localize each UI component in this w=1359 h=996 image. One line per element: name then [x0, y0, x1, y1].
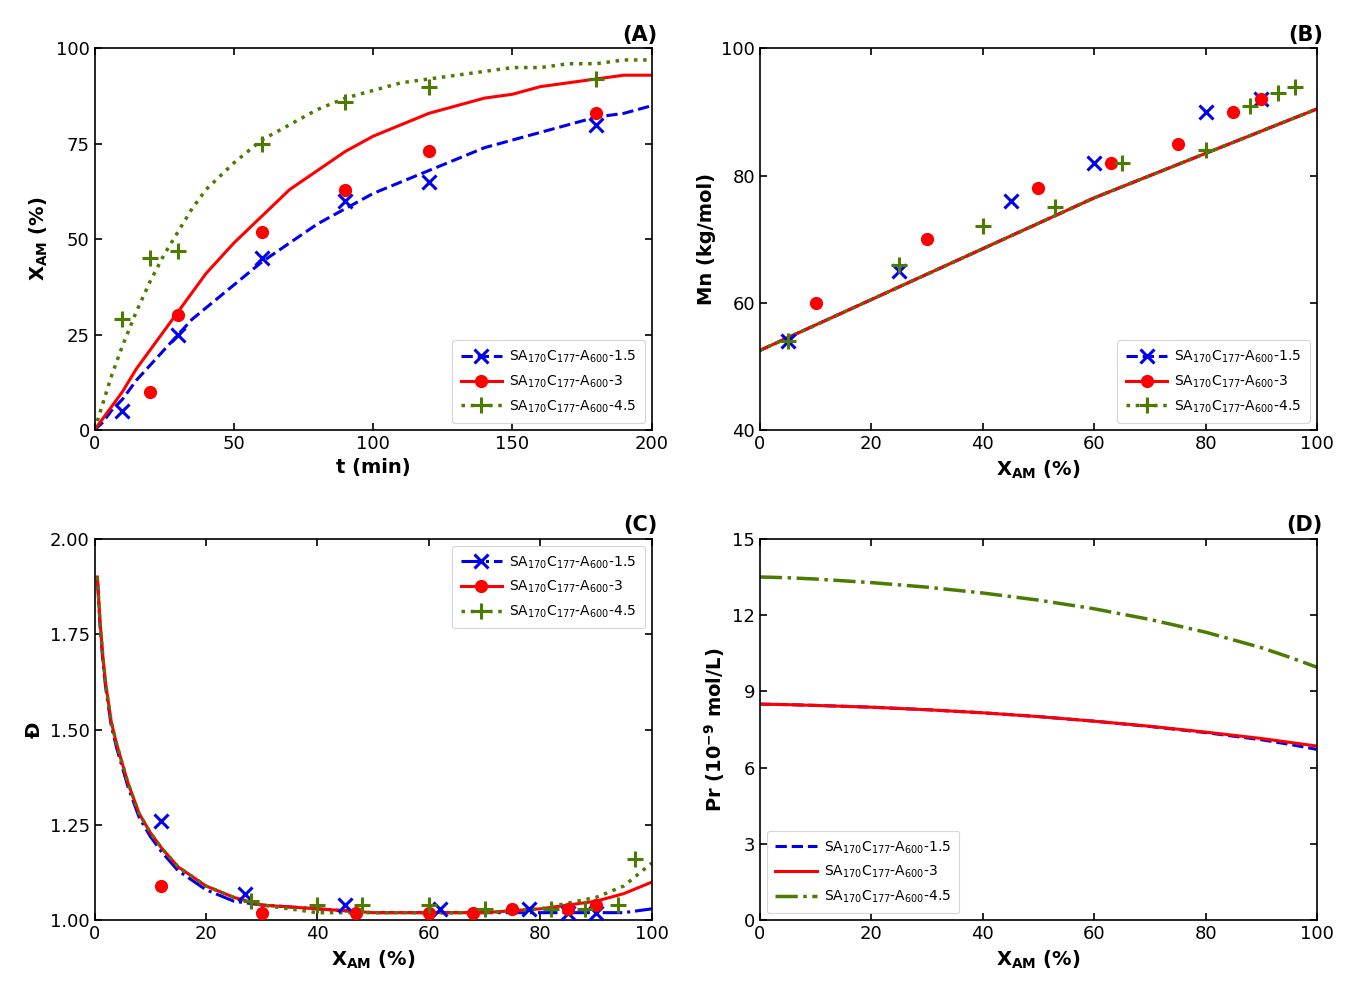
Legend: SA$_\mathregular{170}$C$_\mathregular{177}$-A$_\mathregular{600}$-1.5, SA$_\math: SA$_\mathregular{170}$C$_\mathregular{17… — [1117, 341, 1310, 423]
Y-axis label: X$_\mathregular{AM}$ (%): X$_\mathregular{AM}$ (%) — [29, 197, 50, 282]
X-axis label: t (min): t (min) — [336, 458, 410, 477]
Y-axis label: Đ: Đ — [24, 721, 43, 738]
Legend: SA$_\mathregular{170}$C$_\mathregular{177}$-A$_\mathregular{600}$-1.5, SA$_\math: SA$_\mathregular{170}$C$_\mathregular{17… — [453, 341, 644, 423]
Text: (D): (D) — [1287, 515, 1322, 535]
Text: (A): (A) — [622, 25, 658, 45]
Text: (B): (B) — [1288, 25, 1322, 45]
X-axis label: X$_\mathregular{AM}$ (%): X$_\mathregular{AM}$ (%) — [332, 949, 416, 971]
X-axis label: X$_\mathregular{AM}$ (%): X$_\mathregular{AM}$ (%) — [996, 949, 1080, 971]
Legend: SA$_\mathregular{170}$C$_\mathregular{177}$-A$_\mathregular{600}$-1.5, SA$_\math: SA$_\mathregular{170}$C$_\mathregular{17… — [453, 546, 644, 628]
Legend: SA$_\mathregular{170}$C$_\mathregular{177}$-A$_\mathregular{600}$-1.5, SA$_\math: SA$_\mathregular{170}$C$_\mathregular{17… — [766, 831, 959, 913]
Text: (C): (C) — [622, 515, 658, 535]
X-axis label: X$_\mathregular{AM}$ (%): X$_\mathregular{AM}$ (%) — [996, 458, 1080, 481]
Y-axis label: Pr (10$^\mathregular{-9}$ mol/L): Pr (10$^\mathregular{-9}$ mol/L) — [701, 647, 727, 812]
Y-axis label: Mn (kg/mol): Mn (kg/mol) — [697, 173, 716, 305]
